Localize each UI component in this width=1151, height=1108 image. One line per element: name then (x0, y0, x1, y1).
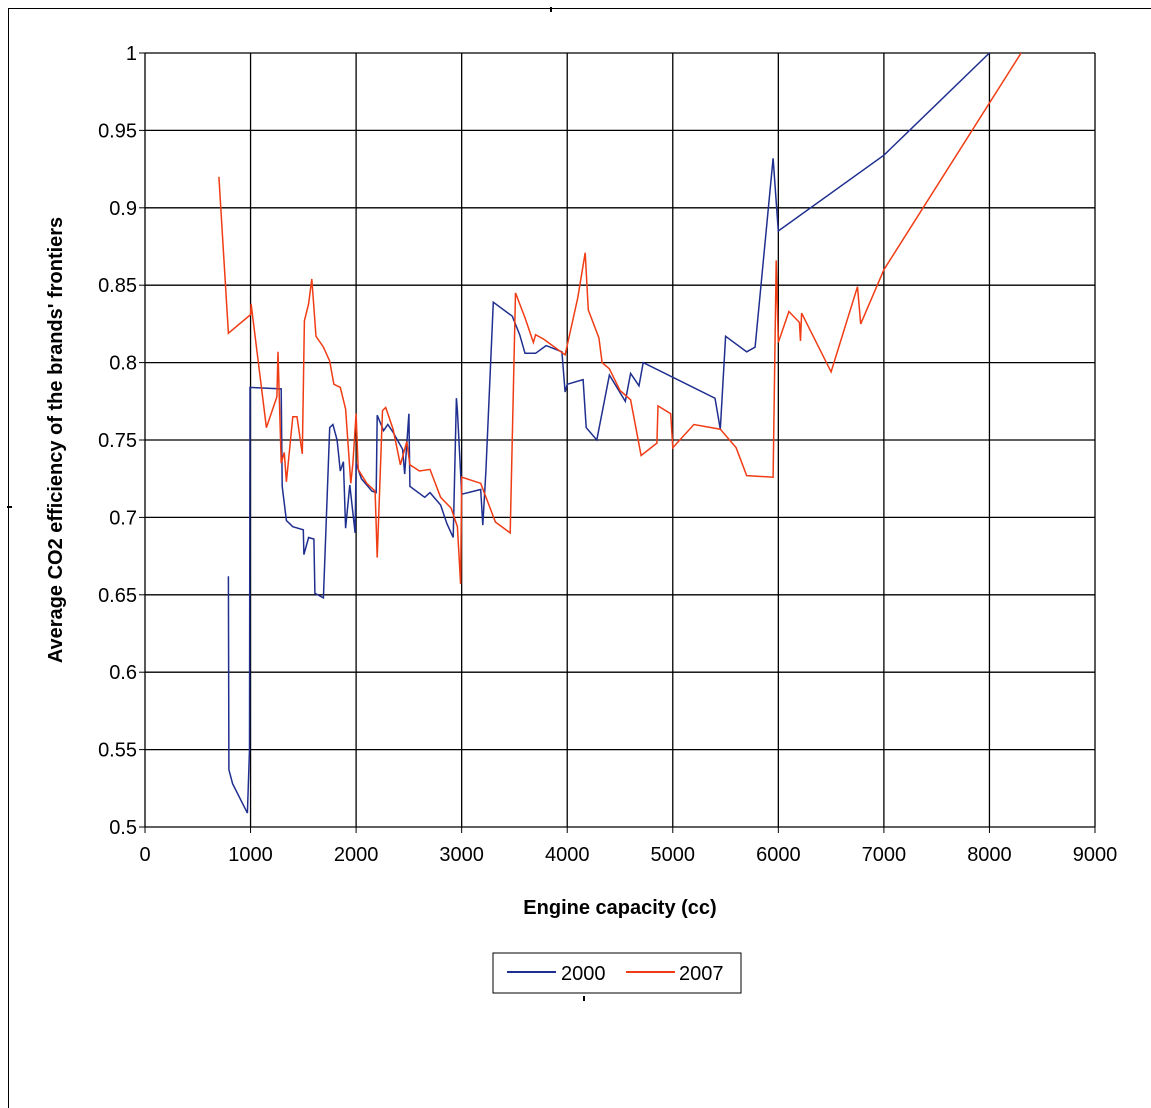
x-tick-labels: 0 1000 2000 3000 4000 5000 6000 7000 8000 9000 (139, 844, 1117, 866)
x-tick-label: 4000 (545, 844, 590, 866)
x-tick-label: 8000 (967, 844, 1012, 866)
x-tick-label: 9000 (1073, 844, 1118, 866)
x-tick-label: 1000 (228, 844, 273, 866)
y-tick-label: 0.65 (98, 585, 137, 607)
y-tick-label: 0.85 (98, 275, 137, 297)
y-tick-label: 0.75 (98, 430, 137, 452)
legend: 2000 2007 (492, 952, 742, 994)
y-tick-label: 0.8 (109, 353, 137, 375)
y-tick-label: 0.55 (98, 740, 137, 762)
y-tick-label: 0.95 (98, 120, 137, 142)
line-chart: 0 1000 2000 3000 4000 5000 6000 7000 8000 9000 0.… (7, 7, 1117, 1001)
y-tick-label: 0.5 (109, 817, 137, 839)
x-tick-label: 5000 (651, 844, 696, 866)
y-tick-label: 0.6 (109, 662, 137, 684)
y-tick-label: 0.9 (109, 198, 137, 220)
frame-mark (7, 506, 12, 508)
chart-frame (8, 8, 1151, 1108)
legend-label-2007: 2007 (679, 963, 724, 985)
frame-mark (550, 7, 552, 12)
y-tick-label: 0.7 (109, 507, 137, 529)
series-lines (218, 52, 1022, 814)
x-tick-label: 3000 (439, 844, 484, 866)
y-tick-labels: 0.5 0.55 0.6 0.65 0.7 0.75 0.8 0.85 0.9 0.95 1 (98, 43, 137, 839)
x-tick-label: 6000 (756, 844, 801, 866)
x-axis-title: Engine capacity (cc) (523, 897, 716, 919)
x-tick-label: 2000 (334, 844, 379, 866)
frame-mark (583, 996, 585, 1001)
legend-label-2000: 2000 (561, 963, 606, 985)
x-tick-label: 0 (139, 844, 150, 866)
x-tick-label: 7000 (862, 844, 907, 866)
series-line-2007 (218, 52, 1022, 585)
y-axis-title: Average CO2 efficiency of the brands' fr… (45, 217, 67, 663)
series-line-2000 (227, 52, 990, 814)
y-tick-label: 1 (126, 43, 137, 65)
